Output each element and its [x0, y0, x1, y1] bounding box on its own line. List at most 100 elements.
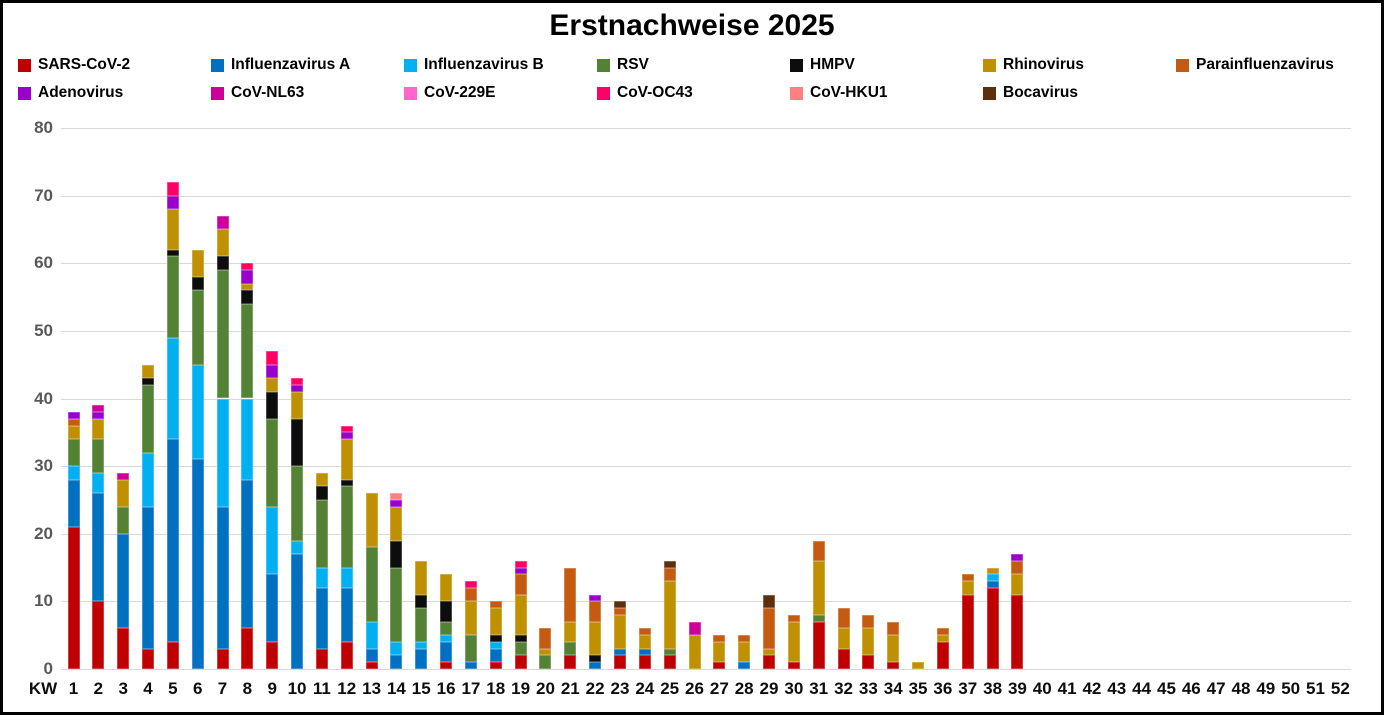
- bar-segment-kw2-influenzavirus-b: [92, 472, 105, 494]
- bar-segment-kw34-sars-cov-2: [887, 662, 900, 669]
- bar-segment-kw14-cov-hku1: [390, 493, 403, 500]
- x-axis-label-kw40: 40: [1032, 679, 1052, 698]
- bar-segment-kw14-influenzavirus-a: [390, 655, 403, 669]
- bar-segment-kw33-rhinovirus: [862, 628, 875, 656]
- x-axis-label-kw1: 1: [68, 679, 79, 698]
- legend-swatch-icon: [1176, 58, 1189, 72]
- x-axis-label-kw37: 37: [958, 679, 978, 698]
- bar-segment-kw10-rhinovirus: [291, 391, 304, 419]
- bar-segment-kw13-sars-cov-2: [365, 662, 378, 669]
- bar-segment-kw39-sars-cov-2: [1011, 594, 1024, 669]
- x-axis-label-kw39: 39: [1007, 679, 1027, 698]
- x-axis-label-kw48: 48: [1231, 679, 1251, 698]
- legend-label: RSV: [617, 56, 649, 73]
- bar-segment-kw5-adenovirus: [166, 195, 179, 210]
- gridline-y40: [61, 398, 1351, 400]
- chart-title: Erstnachweise 2025: [549, 9, 835, 42]
- legend-swatch-icon: [597, 58, 610, 72]
- bar-segment-kw8-sars-cov-2: [241, 628, 254, 669]
- bar-segment-kw4-influenzavirus-b: [142, 452, 155, 507]
- bar-segment-kw29-sars-cov-2: [763, 655, 776, 669]
- bar-segment-kw4-influenzavirus-a: [142, 506, 155, 649]
- bar-segment-kw12-hmpv: [340, 479, 353, 487]
- bar-segment-kw29-parainfluenzavirus: [763, 608, 776, 649]
- legend-label: Bocavirus: [1003, 84, 1078, 101]
- bar-segment-kw34-parainfluenzavirus: [887, 621, 900, 636]
- legend-item-cov-oc43: CoV-OC43: [597, 79, 790, 107]
- bar-segment-kw3-rsv: [117, 506, 130, 534]
- bar-segment-kw12-rsv: [340, 486, 353, 568]
- bar-segment-kw29-rhinovirus: [763, 648, 776, 656]
- bar-segment-kw27-rhinovirus: [713, 641, 726, 663]
- bar-segment-kw30-sars-cov-2: [787, 662, 800, 669]
- x-axis-label-kw36: 36: [933, 679, 953, 698]
- x-axis-label-kw35: 35: [908, 679, 928, 698]
- bar-segment-kw19-hmpv: [514, 635, 527, 642]
- x-axis-label-kw49: 49: [1256, 679, 1276, 698]
- bar-segment-kw7-influenzavirus-a: [216, 506, 229, 649]
- bar-segment-kw5-sars-cov-2: [166, 641, 179, 669]
- bar-segment-kw27-sars-cov-2: [713, 662, 726, 669]
- bar-segment-kw9-rhinovirus: [266, 378, 279, 392]
- bar-segment-kw32-parainfluenzavirus: [837, 608, 850, 629]
- legend-item-bocavirus: Bocavirus: [983, 79, 1176, 107]
- x-axis-label-kw29: 29: [759, 679, 779, 698]
- y-axis-label-20: 20: [34, 523, 53, 543]
- gridline-y50: [61, 330, 1351, 332]
- legend-swatch-icon: [18, 58, 31, 72]
- bar-segment-kw24-parainfluenzavirus: [638, 628, 651, 636]
- bar-segment-kw20-rsv: [539, 655, 552, 669]
- bar-segment-kw10-hmpv: [291, 418, 304, 467]
- legend-label: Influenzavirus B: [424, 56, 544, 73]
- bar-segment-kw7-rsv: [216, 270, 229, 399]
- bar-segment-kw13-rhinovirus: [365, 493, 378, 548]
- y-axis-label-30: 30: [34, 456, 53, 476]
- x-axis-label-kw3: 3: [118, 679, 128, 698]
- bar-segment-kw12-cov-oc43: [340, 425, 353, 433]
- bar-segment-kw4-rsv: [142, 384, 155, 453]
- x-axis-label-kw38: 38: [983, 679, 1003, 698]
- legend: SARS-CoV-2 Influenzavirus A Influenzavirus…: [18, 51, 1369, 107]
- bar-segment-kw16-influenzavirus-b: [440, 635, 453, 642]
- bar-segment-kw11-rsv: [315, 499, 328, 568]
- x-axis-label-kw27: 27: [709, 679, 729, 698]
- x-axis-label-kw4: 4: [143, 679, 153, 698]
- bar-segment-kw8-rsv: [241, 303, 254, 399]
- bar-segment-kw11-hmpv: [315, 486, 328, 500]
- y-axis-label-10: 10: [34, 591, 53, 611]
- bar-segment-kw38-influenzavirus-b: [986, 574, 999, 582]
- x-axis-label-kw45: 45: [1156, 679, 1176, 698]
- bar-segment-kw2-rsv: [92, 439, 105, 473]
- x-axis-label-kw21: 21: [560, 679, 580, 698]
- x-axis-label-kw30: 30: [784, 679, 804, 698]
- bar-segment-kw13-influenzavirus-a: [365, 648, 378, 663]
- x-axis-label-kw7: 7: [217, 679, 228, 698]
- bar-segment-kw28-parainfluenzavirus: [738, 635, 751, 642]
- legend-swatch-icon: [597, 86, 610, 100]
- x-axis-label-kw51: 51: [1306, 679, 1325, 698]
- legend-item-rsv: RSV: [597, 51, 790, 79]
- bar-segment-kw15-rsv: [415, 608, 428, 642]
- bar-segment-kw9-sars-cov-2: [266, 641, 279, 669]
- x-axis-label-kw16: 16: [436, 679, 456, 698]
- legend-swatch-icon: [211, 58, 224, 72]
- bar-segment-kw26-cov-nl63: [688, 621, 701, 636]
- bar-segment-kw21-sars-cov-2: [564, 655, 577, 669]
- gridline-y0: [61, 669, 1351, 670]
- legend-label: SARS-CoV-2: [38, 56, 131, 73]
- x-axis-label-kw31: 31: [809, 679, 829, 698]
- bar-segment-kw31-sars-cov-2: [812, 621, 825, 669]
- bar-segment-kw18-sars-cov-2: [489, 662, 502, 669]
- bar-segment-kw25-bocavirus: [663, 560, 676, 568]
- bar-segment-kw36-parainfluenzavirus: [936, 628, 949, 636]
- bar-segment-kw4-hmpv: [142, 378, 155, 385]
- legend-label: Parainfluenzavirus: [1196, 56, 1334, 73]
- x-axis-label-kw6: 6: [192, 679, 203, 698]
- x-axis-label-kw14: 14: [386, 679, 406, 698]
- x-axis-label-kw20: 20: [535, 679, 555, 698]
- bar-segment-kw5-hmpv: [166, 249, 179, 257]
- bar-segment-kw20-rhinovirus: [539, 648, 552, 656]
- legend-swatch-icon: [790, 86, 803, 100]
- bar-segment-kw39-parainfluenzavirus: [1011, 560, 1024, 575]
- x-axis-label-kw11: 11: [312, 679, 331, 698]
